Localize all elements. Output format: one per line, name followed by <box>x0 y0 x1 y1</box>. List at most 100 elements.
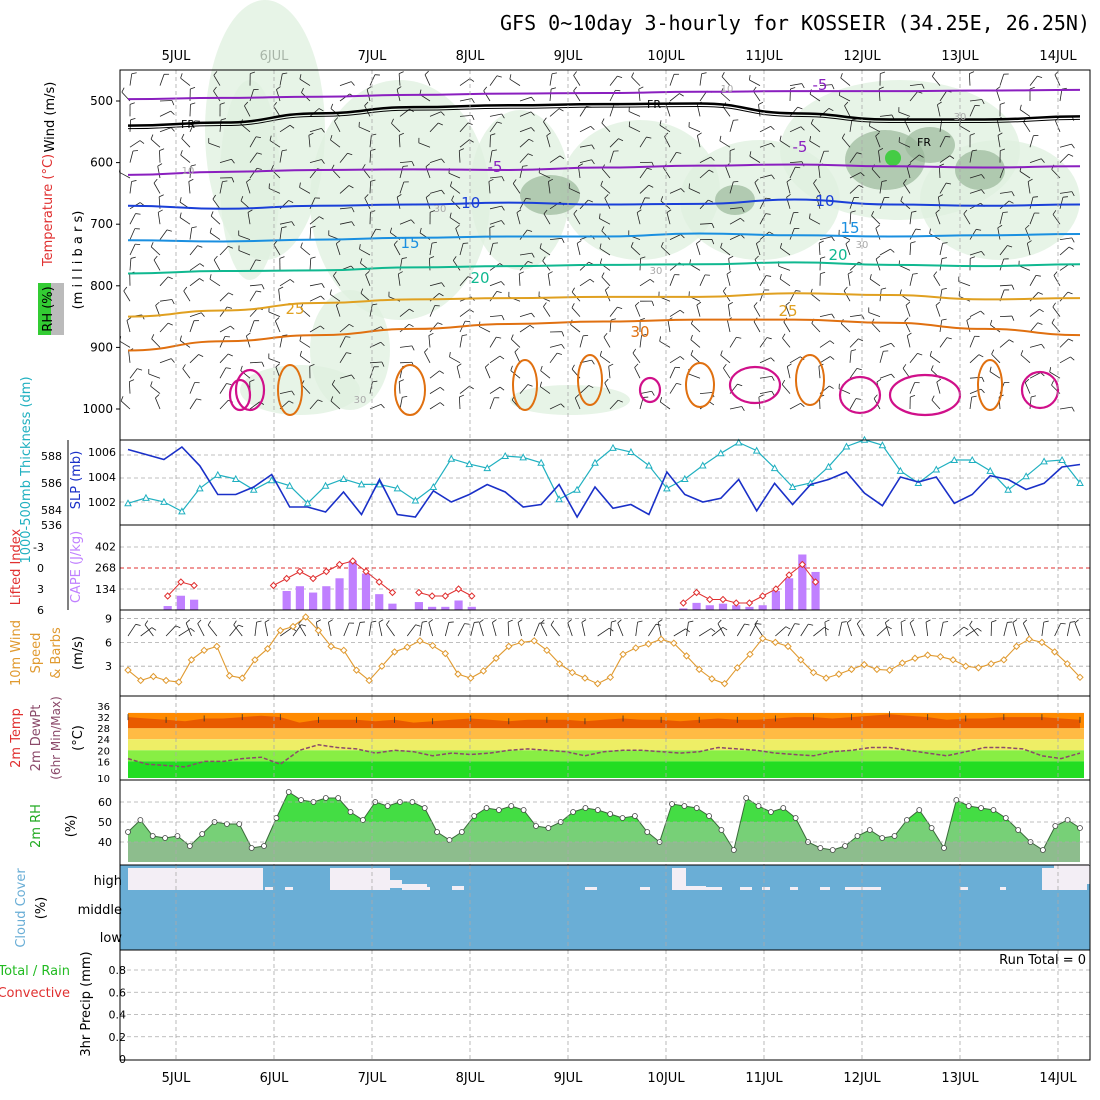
isotherm-30-cell <box>577 354 603 406</box>
wind-barb <box>1037 322 1043 325</box>
cape-bar <box>361 573 371 610</box>
wind-barb <box>233 624 243 637</box>
wind-barb <box>439 402 445 406</box>
wind-barb <box>797 106 803 110</box>
rh-shading-dark <box>905 127 955 163</box>
wind-barb <box>334 120 341 132</box>
wind-barb <box>281 226 287 229</box>
wind-barb <box>824 619 830 623</box>
wind-barb <box>981 189 985 194</box>
thickness-point <box>411 496 420 504</box>
wind-barb <box>903 179 907 184</box>
wind-barb <box>875 228 881 240</box>
wind-barb <box>1041 622 1045 637</box>
wind-barb <box>450 181 453 187</box>
wind-barb <box>573 209 578 215</box>
wind-barb <box>808 623 814 626</box>
wind-barb <box>843 286 848 292</box>
wind-barb <box>884 622 890 637</box>
wind-barb <box>189 227 193 240</box>
rh-point <box>458 829 465 835</box>
wind-barb <box>720 242 723 248</box>
rh-shading <box>510 385 630 415</box>
wind-barb <box>489 220 502 225</box>
wind-barb <box>604 378 609 384</box>
bottom-date-13JUL: 13JUL <box>941 1071 979 1086</box>
wind-barb <box>459 309 470 317</box>
wind-barb <box>309 364 315 367</box>
wind-barb <box>533 622 540 637</box>
li-point <box>388 588 397 597</box>
wind-barb <box>339 93 350 102</box>
wind-barb <box>754 255 759 260</box>
wind-barb <box>543 209 548 215</box>
wind-barb <box>571 287 575 293</box>
wind-barb <box>1024 382 1031 394</box>
wind-barb <box>540 619 545 624</box>
wind-barb <box>676 151 682 154</box>
wind-barb <box>838 622 843 637</box>
wind-barb <box>368 622 372 637</box>
wind-barb <box>399 161 412 163</box>
wind-barb <box>890 373 895 379</box>
wind-barb <box>402 396 408 398</box>
wind-barb <box>680 188 685 193</box>
wind-speed-point <box>187 656 196 664</box>
wind-barb <box>779 242 783 249</box>
wind-barb <box>779 274 782 280</box>
wind-barb <box>309 325 321 333</box>
wind-barb <box>129 140 141 148</box>
wind-barb <box>527 384 533 387</box>
precip-tick-0.4: 0.4 <box>109 1009 127 1022</box>
wind-barb <box>910 395 916 398</box>
li-point <box>309 574 317 583</box>
wind-barb <box>604 289 611 302</box>
wind-barb <box>321 128 325 133</box>
bottom-date-6JUL: 6JUL <box>260 1071 290 1086</box>
wind-barb <box>455 224 460 229</box>
li-point <box>798 560 807 569</box>
wind-barb <box>1026 243 1031 256</box>
wind-barb <box>759 174 772 179</box>
bottom-date-10JUL: 10JUL <box>647 1071 685 1086</box>
wind-barb <box>881 287 887 290</box>
wind-barb <box>366 86 372 90</box>
wind-barb <box>429 256 435 259</box>
wind-barb <box>501 315 505 321</box>
wind-barb <box>249 379 255 382</box>
wind-barb <box>599 213 601 219</box>
wind-barb <box>275 317 280 322</box>
wind-barb <box>1008 200 1014 204</box>
wind-barb <box>935 301 941 306</box>
wind-barb <box>816 193 821 198</box>
wind-barb <box>829 356 835 360</box>
wind-barb <box>759 375 772 379</box>
wind-barb <box>632 348 637 354</box>
wind-barb <box>699 274 706 286</box>
wind-barb <box>190 102 196 105</box>
wind-barb <box>980 310 985 315</box>
wind-barb <box>549 73 553 86</box>
thickness-point <box>770 464 779 472</box>
panel-frame <box>119 949 1091 1061</box>
rh-tick-60: 60 <box>98 796 112 809</box>
wind-barb <box>943 621 949 623</box>
wind-barb <box>639 184 649 194</box>
wind-barb <box>372 380 378 383</box>
wind-barb <box>166 229 172 232</box>
wind-barb <box>389 227 393 233</box>
thickness-point <box>950 456 959 464</box>
cloud-gap-thin <box>585 887 597 890</box>
wind-speed-point <box>467 674 475 682</box>
wind-barb <box>298 623 307 637</box>
wind-barb <box>829 385 834 389</box>
wind-barb <box>657 622 662 637</box>
wind-barb <box>264 619 270 623</box>
wind-barb <box>669 74 675 86</box>
wind-barb <box>273 240 278 245</box>
wind-barb <box>207 624 218 637</box>
wind-barb <box>213 259 221 271</box>
cape-bar <box>348 560 357 610</box>
rh-point <box>496 807 502 813</box>
